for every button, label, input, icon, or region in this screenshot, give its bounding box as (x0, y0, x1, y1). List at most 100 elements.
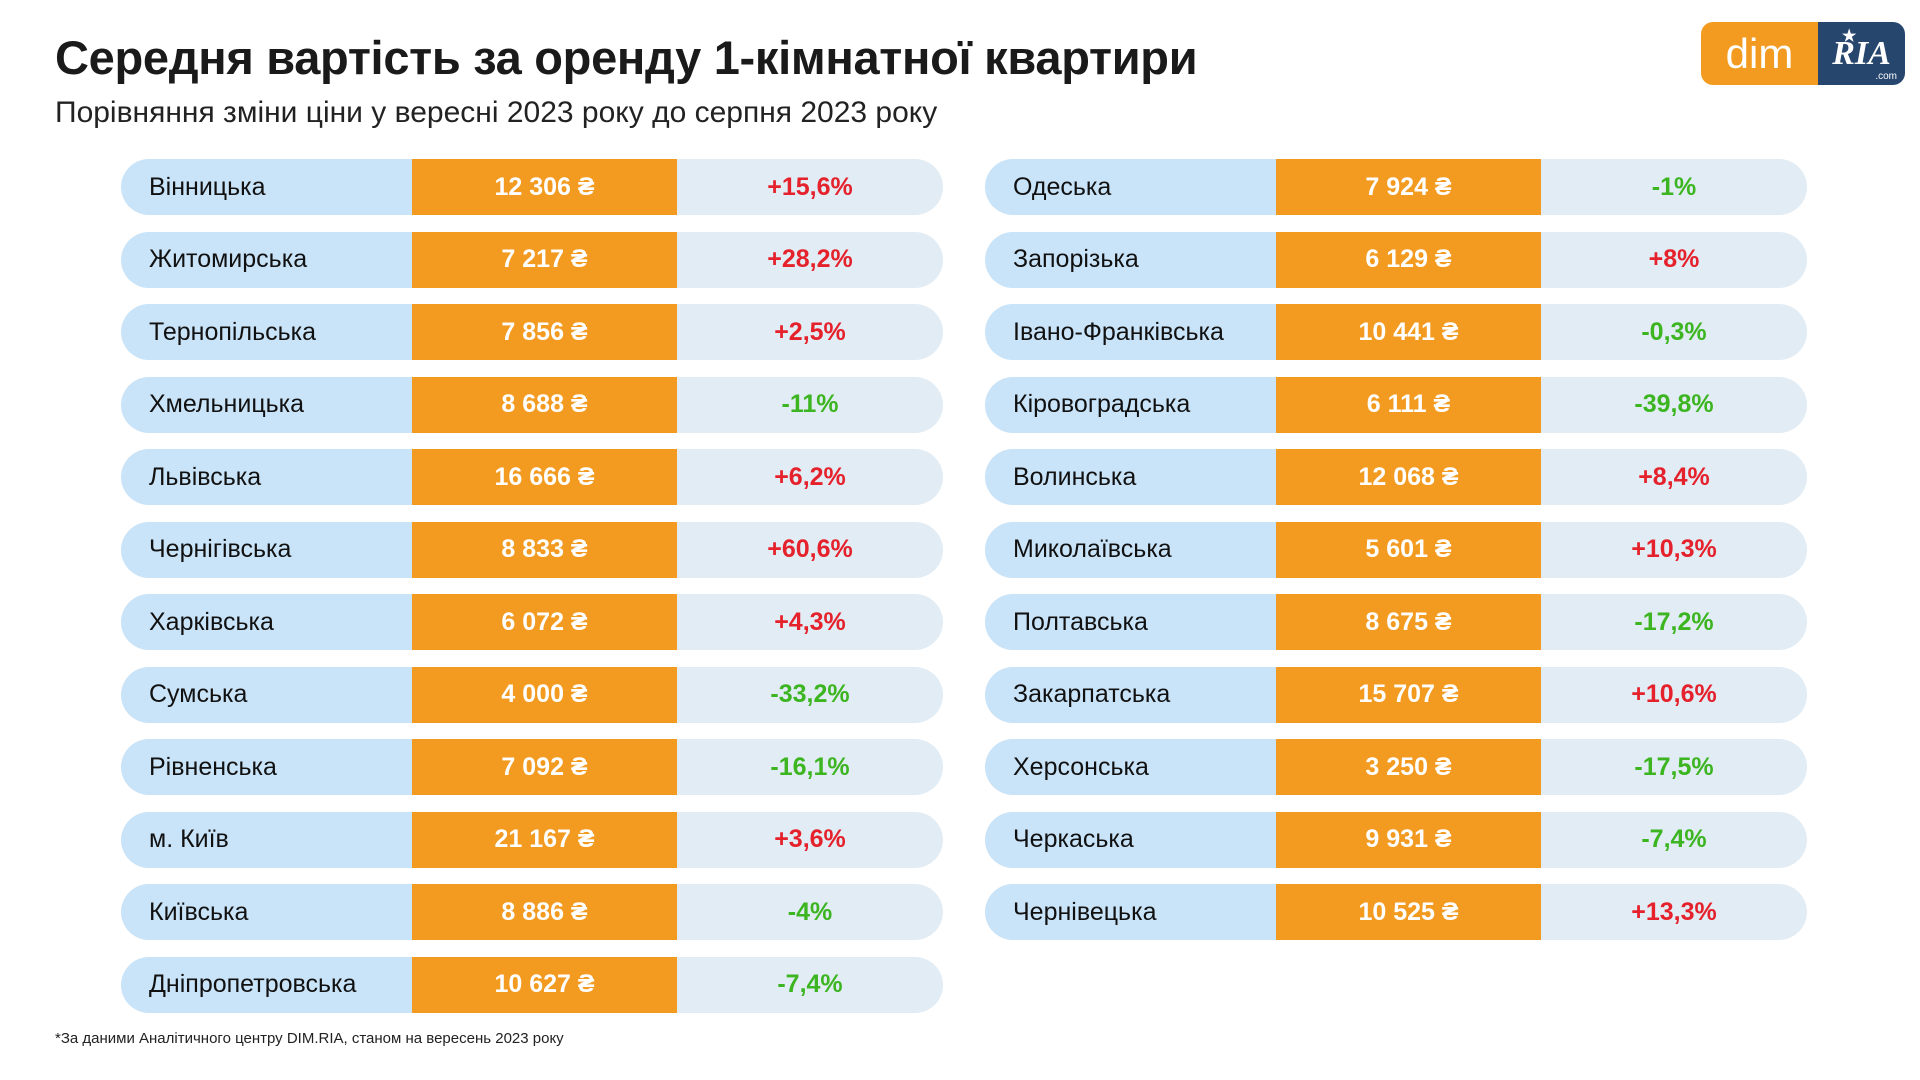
left-price-table: Вінницька 12 306 ₴ +15,6% Житомирська 7 217 … (121, 159, 943, 1029)
footnote: *За даними Аналітичного центру DIM.RIA, … (55, 1030, 564, 1047)
logo-com-text: .com (1875, 71, 1897, 82)
region-cell: Волинська (985, 449, 1276, 505)
change-cell: -39,8% (1541, 376, 1807, 433)
change-cell: +8,4% (1541, 449, 1807, 505)
region-cell: Запорізька (985, 231, 1276, 288)
region-cell: Херсонська (985, 739, 1276, 795)
price-cell: 15 707 ₴ (1276, 666, 1541, 723)
price-cell: 7 092 ₴ (412, 739, 677, 795)
price-cell: 7 924 ₴ (1276, 159, 1541, 215)
region-cell: Закарпатська (985, 666, 1276, 723)
price-cell: 6 111 ₴ (1276, 376, 1541, 433)
table-row: Одеська 7 924 ₴ -1% (985, 159, 1807, 215)
table-row: Житомирська 7 217 ₴ +28,2% (121, 231, 943, 288)
table-row: Івано-Франківська 10 441 ₴ -0,3% (985, 304, 1807, 360)
region-cell: Тернопільська (121, 304, 412, 360)
table-row: Чернівецька 10 525 ₴ +13,3% (985, 884, 1807, 940)
table-row: Чернігівська 8 833 ₴ +60,6% (121, 521, 943, 578)
price-cell: 12 068 ₴ (1276, 449, 1541, 505)
price-cell: 8 833 ₴ (412, 521, 677, 578)
region-cell: м. Київ (121, 811, 412, 868)
table-row: Сумська 4 000 ₴ -33,2% (121, 666, 943, 723)
star-icon: ★ (1842, 28, 1857, 45)
price-cell: 10 525 ₴ (1276, 884, 1541, 940)
price-cell: 6 129 ₴ (1276, 231, 1541, 288)
change-cell: +10,3% (1541, 521, 1807, 578)
table-row: м. Київ 21 167 ₴ +3,6% (121, 811, 943, 868)
table-row: Закарпатська 15 707 ₴ +10,6% (985, 666, 1807, 723)
table-row: Рівненська 7 092 ₴ -16,1% (121, 739, 943, 795)
table-row: Хмельницька 8 688 ₴ -11% (121, 376, 943, 433)
region-cell: Одеська (985, 159, 1276, 215)
region-cell: Черкаська (985, 811, 1276, 868)
region-cell: Миколаївська (985, 521, 1276, 578)
table-row: Запорізька 6 129 ₴ +8% (985, 231, 1807, 288)
table-row: Львівська 16 666 ₴ +6,2% (121, 449, 943, 505)
dim-ria-logo[interactable]: dim ★ RIA .com (1701, 22, 1905, 85)
region-cell: Чернігівська (121, 521, 412, 578)
change-cell: -16,1% (677, 739, 943, 795)
change-cell: +60,6% (677, 521, 943, 578)
price-cell: 21 167 ₴ (412, 811, 677, 868)
price-cell: 10 441 ₴ (1276, 304, 1541, 360)
change-cell: -7,4% (1541, 811, 1807, 868)
region-cell: Сумська (121, 666, 412, 723)
table-row: Херсонська 3 250 ₴ -17,5% (985, 739, 1807, 795)
change-cell: -33,2% (677, 666, 943, 723)
table-row: Дніпропетровська 10 627 ₴ -7,4% (121, 956, 943, 1013)
price-cell: 4 000 ₴ (412, 666, 677, 723)
region-cell: Харківська (121, 594, 412, 650)
change-cell: -0,3% (1541, 304, 1807, 360)
table-row: Миколаївська 5 601 ₴ +10,3% (985, 521, 1807, 578)
table-row: Вінницька 12 306 ₴ +15,6% (121, 159, 943, 215)
price-cell: 7 217 ₴ (412, 231, 677, 288)
price-cell: 6 072 ₴ (412, 594, 677, 650)
price-cell: 12 306 ₴ (412, 159, 677, 215)
region-cell: Чернівецька (985, 884, 1276, 940)
table-row: Кіровоградська 6 111 ₴ -39,8% (985, 376, 1807, 433)
price-cell: 5 601 ₴ (1276, 521, 1541, 578)
price-cell: 3 250 ₴ (1276, 739, 1541, 795)
price-cell: 10 627 ₴ (412, 956, 677, 1013)
region-cell: Житомирська (121, 231, 412, 288)
change-cell: -17,2% (1541, 594, 1807, 650)
change-cell: +13,3% (1541, 884, 1807, 940)
table-row: Черкаська 9 931 ₴ -7,4% (985, 811, 1807, 868)
table-row: Харківська 6 072 ₴ +4,3% (121, 594, 943, 650)
change-cell: +10,6% (1541, 666, 1807, 723)
price-cell: 9 931 ₴ (1276, 811, 1541, 868)
table-row: Тернопільська 7 856 ₴ +2,5% (121, 304, 943, 360)
page-title: Середня вартість за оренду 1-кімнатної к… (55, 31, 1198, 84)
price-cell: 7 856 ₴ (412, 304, 677, 360)
region-cell: Вінницька (121, 159, 412, 215)
change-cell: +28,2% (677, 231, 943, 288)
right-price-table: Одеська 7 924 ₴ -1% Запорізька 6 129 ₴ +8% Іва… (985, 159, 1807, 957)
logo-ria-text: RIA (1832, 34, 1891, 72)
change-cell: -7,4% (677, 956, 943, 1013)
region-cell: Київська (121, 884, 412, 940)
region-cell: Кіровоградська (985, 376, 1276, 433)
change-cell: +15,6% (677, 159, 943, 215)
change-cell: +2,5% (677, 304, 943, 360)
price-cell: 8 675 ₴ (1276, 594, 1541, 650)
change-cell: +4,3% (677, 594, 943, 650)
change-cell: +6,2% (677, 449, 943, 505)
region-cell: Івано-Франківська (985, 304, 1276, 360)
table-row: Полтавська 8 675 ₴ -17,2% (985, 594, 1807, 650)
logo-dim: dim (1701, 22, 1818, 85)
change-cell: -17,5% (1541, 739, 1807, 795)
table-row: Київська 8 886 ₴ -4% (121, 884, 943, 940)
region-cell: Хмельницька (121, 376, 412, 433)
region-cell: Рівненська (121, 739, 412, 795)
price-cell: 8 886 ₴ (412, 884, 677, 940)
price-cell: 16 666 ₴ (412, 449, 677, 505)
region-cell: Львівська (121, 449, 412, 505)
change-cell: -4% (677, 884, 943, 940)
table-row: Волинська 12 068 ₴ +8,4% (985, 449, 1807, 505)
page-subtitle: Порівняння зміни ціни у вересні 2023 рок… (55, 96, 938, 129)
price-cell: 8 688 ₴ (412, 376, 677, 433)
logo-ria: ★ RIA .com (1818, 22, 1905, 85)
region-cell: Полтавська (985, 594, 1276, 650)
change-cell: -11% (677, 376, 943, 433)
change-cell: -1% (1541, 159, 1807, 215)
